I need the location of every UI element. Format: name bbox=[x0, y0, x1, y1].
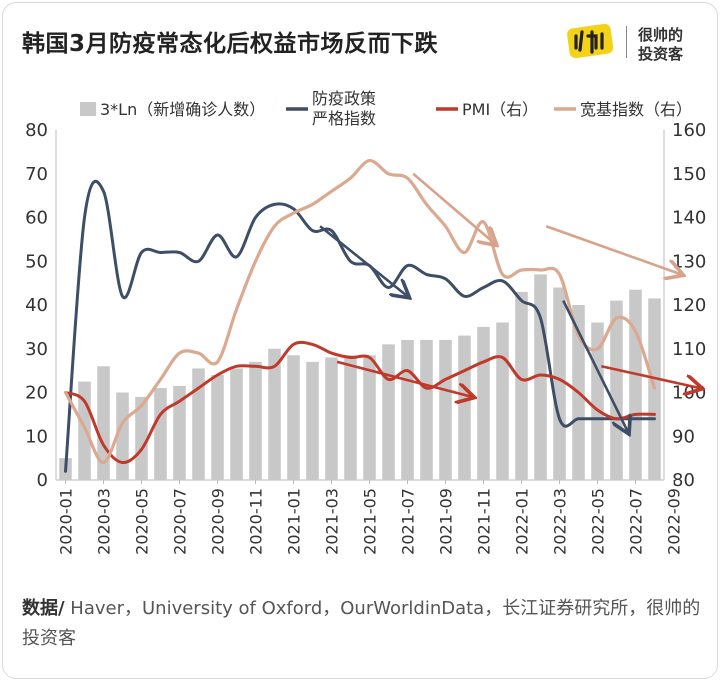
chart-title: 韩国3月防疫常态化后权益市场反而下跌 bbox=[22, 31, 439, 57]
y-tick-left: 50 bbox=[25, 251, 48, 272]
bar bbox=[439, 340, 452, 480]
x-tick-label: 2020-09 bbox=[209, 488, 228, 555]
y-tick-right: 120 bbox=[672, 295, 706, 316]
trend-arrow bbox=[562, 300, 628, 432]
x-tick-label: 2022-07 bbox=[627, 488, 646, 555]
legend-swatch-bars bbox=[80, 102, 96, 116]
bar bbox=[173, 385, 186, 480]
source-label: 数据/ bbox=[22, 598, 65, 619]
y-tick-left: 40 bbox=[25, 295, 48, 316]
trend-arrow bbox=[412, 172, 495, 244]
x-tick-label: 2020-11 bbox=[247, 488, 266, 555]
bar bbox=[515, 291, 528, 480]
series-line-broad bbox=[63, 159, 657, 465]
y-tick-left: 20 bbox=[25, 383, 48, 404]
y-tick-right: 150 bbox=[672, 164, 706, 185]
bar bbox=[382, 344, 395, 480]
bar bbox=[249, 361, 262, 480]
bar bbox=[287, 355, 300, 480]
source-note: 数据/ Haver，University of Oxford，OurWorldi… bbox=[22, 594, 702, 654]
y-tick-left: 80 bbox=[25, 120, 48, 141]
y-tick-right: 130 bbox=[672, 251, 706, 272]
legend-label-policy-line1: 防疫政策 bbox=[312, 89, 376, 108]
logo-text-line2: 投资客 bbox=[638, 45, 684, 63]
bar bbox=[458, 335, 471, 480]
y-tick-right: 160 bbox=[672, 120, 706, 141]
source-text: Haver，University of Oxford，OurWorldinDat… bbox=[22, 598, 701, 649]
bar bbox=[116, 392, 129, 480]
x-tick-label: 2021-05 bbox=[361, 488, 380, 555]
x-tick-label: 2020-07 bbox=[171, 488, 190, 555]
y-tick-right: 90 bbox=[672, 426, 695, 447]
bar bbox=[306, 361, 319, 480]
bar bbox=[420, 340, 433, 480]
y-tick-left: 0 bbox=[37, 470, 48, 491]
logo-divider bbox=[626, 26, 627, 58]
x-tick-label: 2021-03 bbox=[323, 488, 342, 555]
x-tick-label: 2020-05 bbox=[133, 488, 152, 555]
x-tick-label: 2020-03 bbox=[95, 488, 114, 555]
bar bbox=[496, 322, 509, 480]
y-tick-right: 140 bbox=[672, 208, 706, 229]
bar bbox=[610, 300, 623, 480]
bar bbox=[363, 355, 376, 480]
bar bbox=[401, 340, 414, 480]
chart-canvas: 0102030405060708080901001101201301401501… bbox=[25, 89, 706, 555]
y-tick-left: 30 bbox=[25, 339, 48, 360]
legend-label-policy-line2: 严格指数 bbox=[312, 109, 376, 128]
logo-text-line1: 很帅的 bbox=[638, 26, 684, 44]
legend-label-bars: 3*Ln（新增确诊人数） bbox=[100, 100, 265, 119]
trend-arrow bbox=[601, 364, 700, 388]
y-tick-left: 60 bbox=[25, 208, 48, 229]
bar bbox=[629, 289, 642, 480]
legend-label-broad: 宽基指数（右） bbox=[580, 100, 692, 119]
bar bbox=[211, 375, 224, 480]
y-tick-left: 70 bbox=[25, 164, 48, 185]
bar bbox=[325, 357, 338, 480]
trend-arrow bbox=[336, 360, 472, 397]
bar bbox=[230, 368, 243, 480]
trend-arrow bbox=[545, 225, 681, 274]
bar bbox=[477, 326, 490, 480]
x-tick-label: 2022-01 bbox=[513, 488, 532, 555]
bar bbox=[553, 287, 566, 480]
series-line-policy bbox=[64, 179, 656, 473]
trend-arrow bbox=[319, 225, 407, 296]
y-tick-right: 110 bbox=[672, 339, 706, 360]
series-line-pmi bbox=[64, 340, 656, 465]
x-tick-label: 2020-01 bbox=[57, 488, 76, 555]
x-tick-label: 2022-09 bbox=[665, 488, 684, 555]
brand-logo: 很帅的 投资客 bbox=[566, 18, 694, 63]
bar bbox=[192, 368, 205, 480]
legend-label-pmi: PMI（右） bbox=[462, 100, 538, 119]
x-tick-label: 2021-11 bbox=[475, 488, 494, 555]
bar bbox=[154, 388, 167, 480]
x-tick-label: 2021-07 bbox=[399, 488, 418, 555]
x-tick-label: 2021-09 bbox=[437, 488, 456, 555]
bar bbox=[268, 348, 281, 480]
bar bbox=[135, 396, 148, 480]
x-tick-label: 2022-05 bbox=[589, 488, 608, 555]
brand-mark-icon bbox=[567, 23, 614, 59]
x-tick-label: 2022-03 bbox=[551, 488, 570, 555]
y-tick-left: 10 bbox=[25, 426, 48, 447]
bar bbox=[344, 355, 357, 480]
x-tick-label: 2021-01 bbox=[285, 488, 304, 555]
y-tick-right: 80 bbox=[672, 470, 695, 491]
